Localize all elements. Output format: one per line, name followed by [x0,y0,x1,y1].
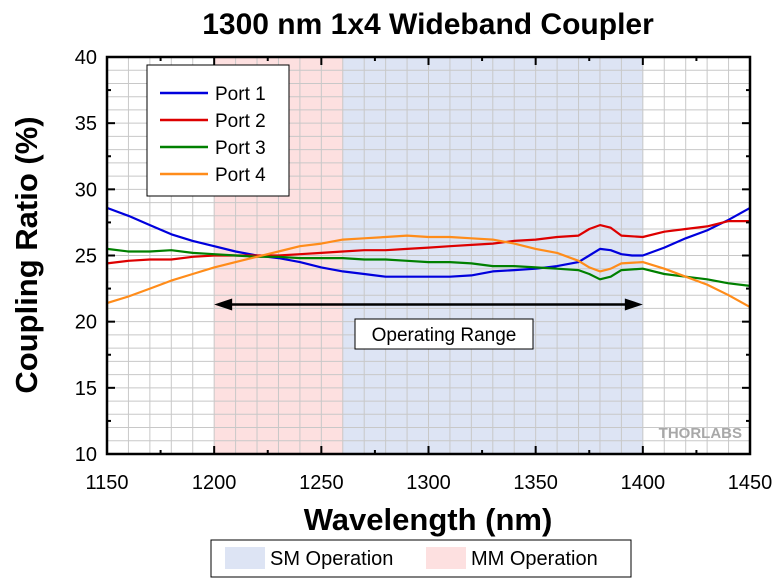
annotation-box [354,318,534,350]
legend-label: Port 4 [215,165,266,186]
legend-label: Port 3 [215,138,266,159]
region-legend-swatch-mm [426,547,466,569]
y-tick-label: 35 [75,113,97,135]
region-legend-label-sm: SM Operation [270,548,393,570]
watermark-logo: THORLABS [659,425,742,442]
y-tick-label: 10 [75,444,97,466]
region-legend-swatch-sm [225,547,265,569]
legend: Port 1 Port 2 Port 3 Port 4 [146,64,290,197]
series-line-port-4 [106,234,751,309]
x-axis-label: Wavelength (nm) [304,502,553,537]
series-line-port-1 [106,206,751,278]
series-line-port-3 [106,247,751,287]
annotation-text: Operating Range [372,325,517,346]
operating-range-label: Operating Range [354,318,534,350]
y-tick-label: 25 [75,246,97,268]
x-tick-label: 1250 [299,472,344,494]
y-tick-label: 40 [75,47,97,69]
region-legend: SM Operation MM Operation [210,539,632,578]
x-tick-label: 1350 [513,472,558,494]
arrow-left-head [214,298,233,311]
region-legend-label-mm: MM Operation [471,548,598,570]
x-tick-label: 1200 [192,472,237,494]
x-tick-label: 1150 [85,472,128,494]
legend-label: Port 1 [215,84,266,105]
arrow-right-head [624,298,643,311]
y-tick-label: 20 [75,312,97,334]
y-tick-label: 30 [75,179,97,201]
x-tick-label: 1450 [728,472,773,494]
plot-area: THORLABS Operating Range 1150 1200 1250 1300 1… [75,47,773,494]
x-tick-label: 1400 [621,472,666,494]
legend-label: Port 2 [215,111,266,132]
region-legend-box [210,539,632,578]
chart-title: 1300 nm 1x4 Wideband Coupler [202,8,654,41]
y-axis-label: Coupling Ratio (%) [9,116,44,393]
y-tick-label: 15 [75,378,97,400]
x-tick-label: 1300 [406,472,451,494]
